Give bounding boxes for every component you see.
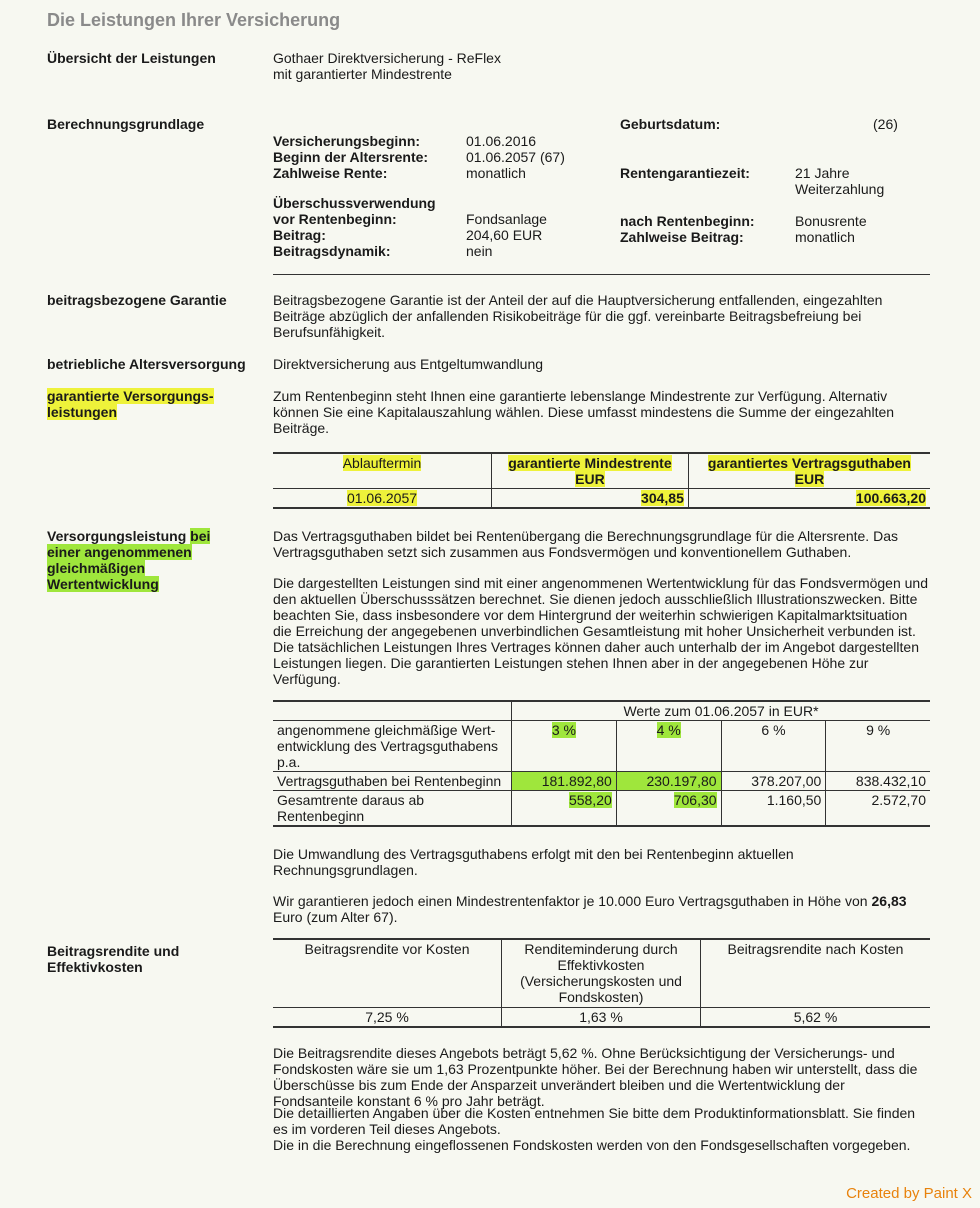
label-line: Beitragsrendite und [47,943,180,959]
field-value: 01.06.2057 (67) [466,149,565,165]
col-header: Renditeminderung durch Effektivkosten (V… [501,939,701,1007]
min-factor: 26,83 [871,893,907,909]
col-header: garantierte Mindestrente [508,455,672,471]
field-value: 01.06.2016 [466,133,537,149]
bav-label: betriebliche Altersversorgung [47,356,246,372]
yield-para-3: Die in die Berechnung eingeflossenen Fon… [273,1137,911,1153]
contrib-guarantee-label: beitragsbezogene Garantie [47,292,227,308]
basis-left: Versicherungsbeginn: 01.06.2016 Beginn de… [273,133,565,259]
projection-para-3: Die Umwandlung des Vertragsguthabens erf… [273,846,794,878]
col-header: Beitragsrendite vor Kosten [304,941,470,957]
cell: 2.572,70 [825,790,930,826]
text: Wir garantieren jedoch einen Mindestrent… [273,893,868,909]
label-line: gleichmäßigen [47,560,146,576]
cell: 5,62 % [700,1007,930,1027]
field-label: Zahlweise Rente: [273,165,388,181]
field-label: Beitragsdynamik: [273,243,391,259]
divider [273,274,930,275]
col-header-unit: EUR [794,471,825,487]
field-label: Beitrag: [273,227,326,243]
cell: 378.207,00 [720,771,826,791]
guarantee-label: Rentengarantiezeit: [620,165,750,181]
projection-para-1: Das Vertragsguthaben bildet bei Rentenüb… [273,528,898,560]
guaranteed-balance: 100.663,20 [855,490,926,506]
table-header: Werte zum 01.06.2057 in EUR* [511,701,930,721]
cell: 181.892,80 [511,771,617,791]
cell: 558,20 [568,792,612,808]
cell: 1.160,50 [720,790,826,826]
label-line: einer angenommenen [47,544,192,560]
cell: 4 % [656,722,681,738]
guaranteed-label: garantierte Versorgungs-leistungen [47,388,247,420]
label-line: Wertentwicklung [47,576,159,592]
projection-para-4: Wir garantieren jedoch einen Mindestrent… [273,893,928,925]
table-row: angenommene gleichmäßige Wert-entwicklun… [273,720,930,772]
page-title: Die Leistungen Ihrer Versicherung [47,10,341,30]
cell: 9 % [825,720,930,772]
label-line: garantierte Versorgungs- [47,388,214,404]
birth-label: Geburtsdatum: [620,116,721,132]
cell: 1,63 % [501,1007,701,1027]
birth-value: (26) [873,116,898,132]
cell: 230.197,80 [615,771,722,791]
product-line1: Gothaer Direktversicherung - ReFlex [273,50,501,66]
field-value: Fondsanlage [466,211,547,227]
projection-para-2: Die dargestellten Leistungen sind mit ei… [273,575,929,687]
min-pension: 304,85 [641,490,684,506]
guaranteed-text: Zum Rentenbeginn steht Ihnen eine garant… [273,388,895,436]
surplus-heading: Überschussverwendung [273,195,436,211]
yield-para-2: Die detaillierten Angaben über die Koste… [273,1105,916,1137]
contrib-guarantee-text: Beitragsbezogene Garantie ist der Anteil… [273,292,883,340]
watermark-credit: Created by Paint X [846,1185,972,1202]
product-name: Gothaer Direktversicherung - ReFlex mit g… [273,50,928,82]
field-value: 204,60 EUR [466,227,543,243]
field-value: nein [466,243,493,259]
row-label: angenommene gleichmäßige Wert-entwicklun… [277,722,499,770]
field-label: vor Rentenbeginn: [273,211,397,227]
label-line: leistungen [47,404,118,420]
projection-label: Versorgungsleistung bei einer angenommene… [47,528,247,592]
guarantee-mode: Weiterzahlung [795,181,885,197]
label-line: Effektivkosten [47,959,143,975]
col-header-unit: EUR [575,471,605,487]
col-header: Ablauftermin [342,455,422,471]
expiry-date: 01.06.2057 [346,490,418,506]
field-label: Versicherungsbeginn: [273,133,421,149]
col-header: Beitragsrendite nach Kosten [700,939,930,1007]
text: Euro (zum Alter 67). [273,909,398,925]
cell: 6 % [720,720,826,772]
row-label: Vertragsguthaben bei Rentenbeginn [277,773,502,789]
row-label: Gesamtrente daraus ab Rentenbeginn [277,792,425,824]
bav-text: Direktversicherung aus Entgeltumwandlung [273,356,544,372]
cell: 7,25 % [365,1008,409,1025]
guarantee-value: 21 Jahre Weiterzahlung [795,165,884,197]
table-row: Gesamtrente daraus ab Rentenbeginn 558,20… [273,790,930,826]
field-value: monatlich [466,165,526,181]
label-line: bei [190,528,211,544]
product-line2: mit garantierter Mindestrente [273,66,452,82]
cell: 838.432,10 [825,771,930,791]
field-label: Beginn der Altersrente: [273,149,429,165]
label-line: Versorgungsleistung [47,528,187,544]
projection-table: Werte zum 01.06.2057 in EUR* angenommene… [273,700,930,827]
table-row: Vertragsguthaben bei Rentenbeginn 181.892… [273,771,930,791]
yield-table: Beitragsrendite vor Kosten Renditeminderu… [273,938,930,1028]
pay-label: Zahlweise Beitrag: [620,229,744,245]
after-label: nach Rentenbeginn: [620,213,755,229]
after-value: Bonusrente [795,213,867,229]
col-header: garantiertes Vertragsguthaben [707,455,911,471]
cell: 706,30 [673,792,717,808]
overview-label: Übersicht der Leistungen [47,50,216,66]
guarantee-years: 21 Jahre [795,165,850,181]
yield-para-1: Die Beitragsrendite dieses Angebots betr… [273,1045,918,1109]
cell: 3 % [551,722,576,738]
basis-label: Berechnungsgrundlage [47,116,205,132]
yield-label: Beitragsrendite und Effektivkosten [47,943,247,975]
pay-value: monatlich [795,229,855,245]
guaranteed-table: Ablauftermin garantierte Mindestrente EUR g… [273,452,930,509]
